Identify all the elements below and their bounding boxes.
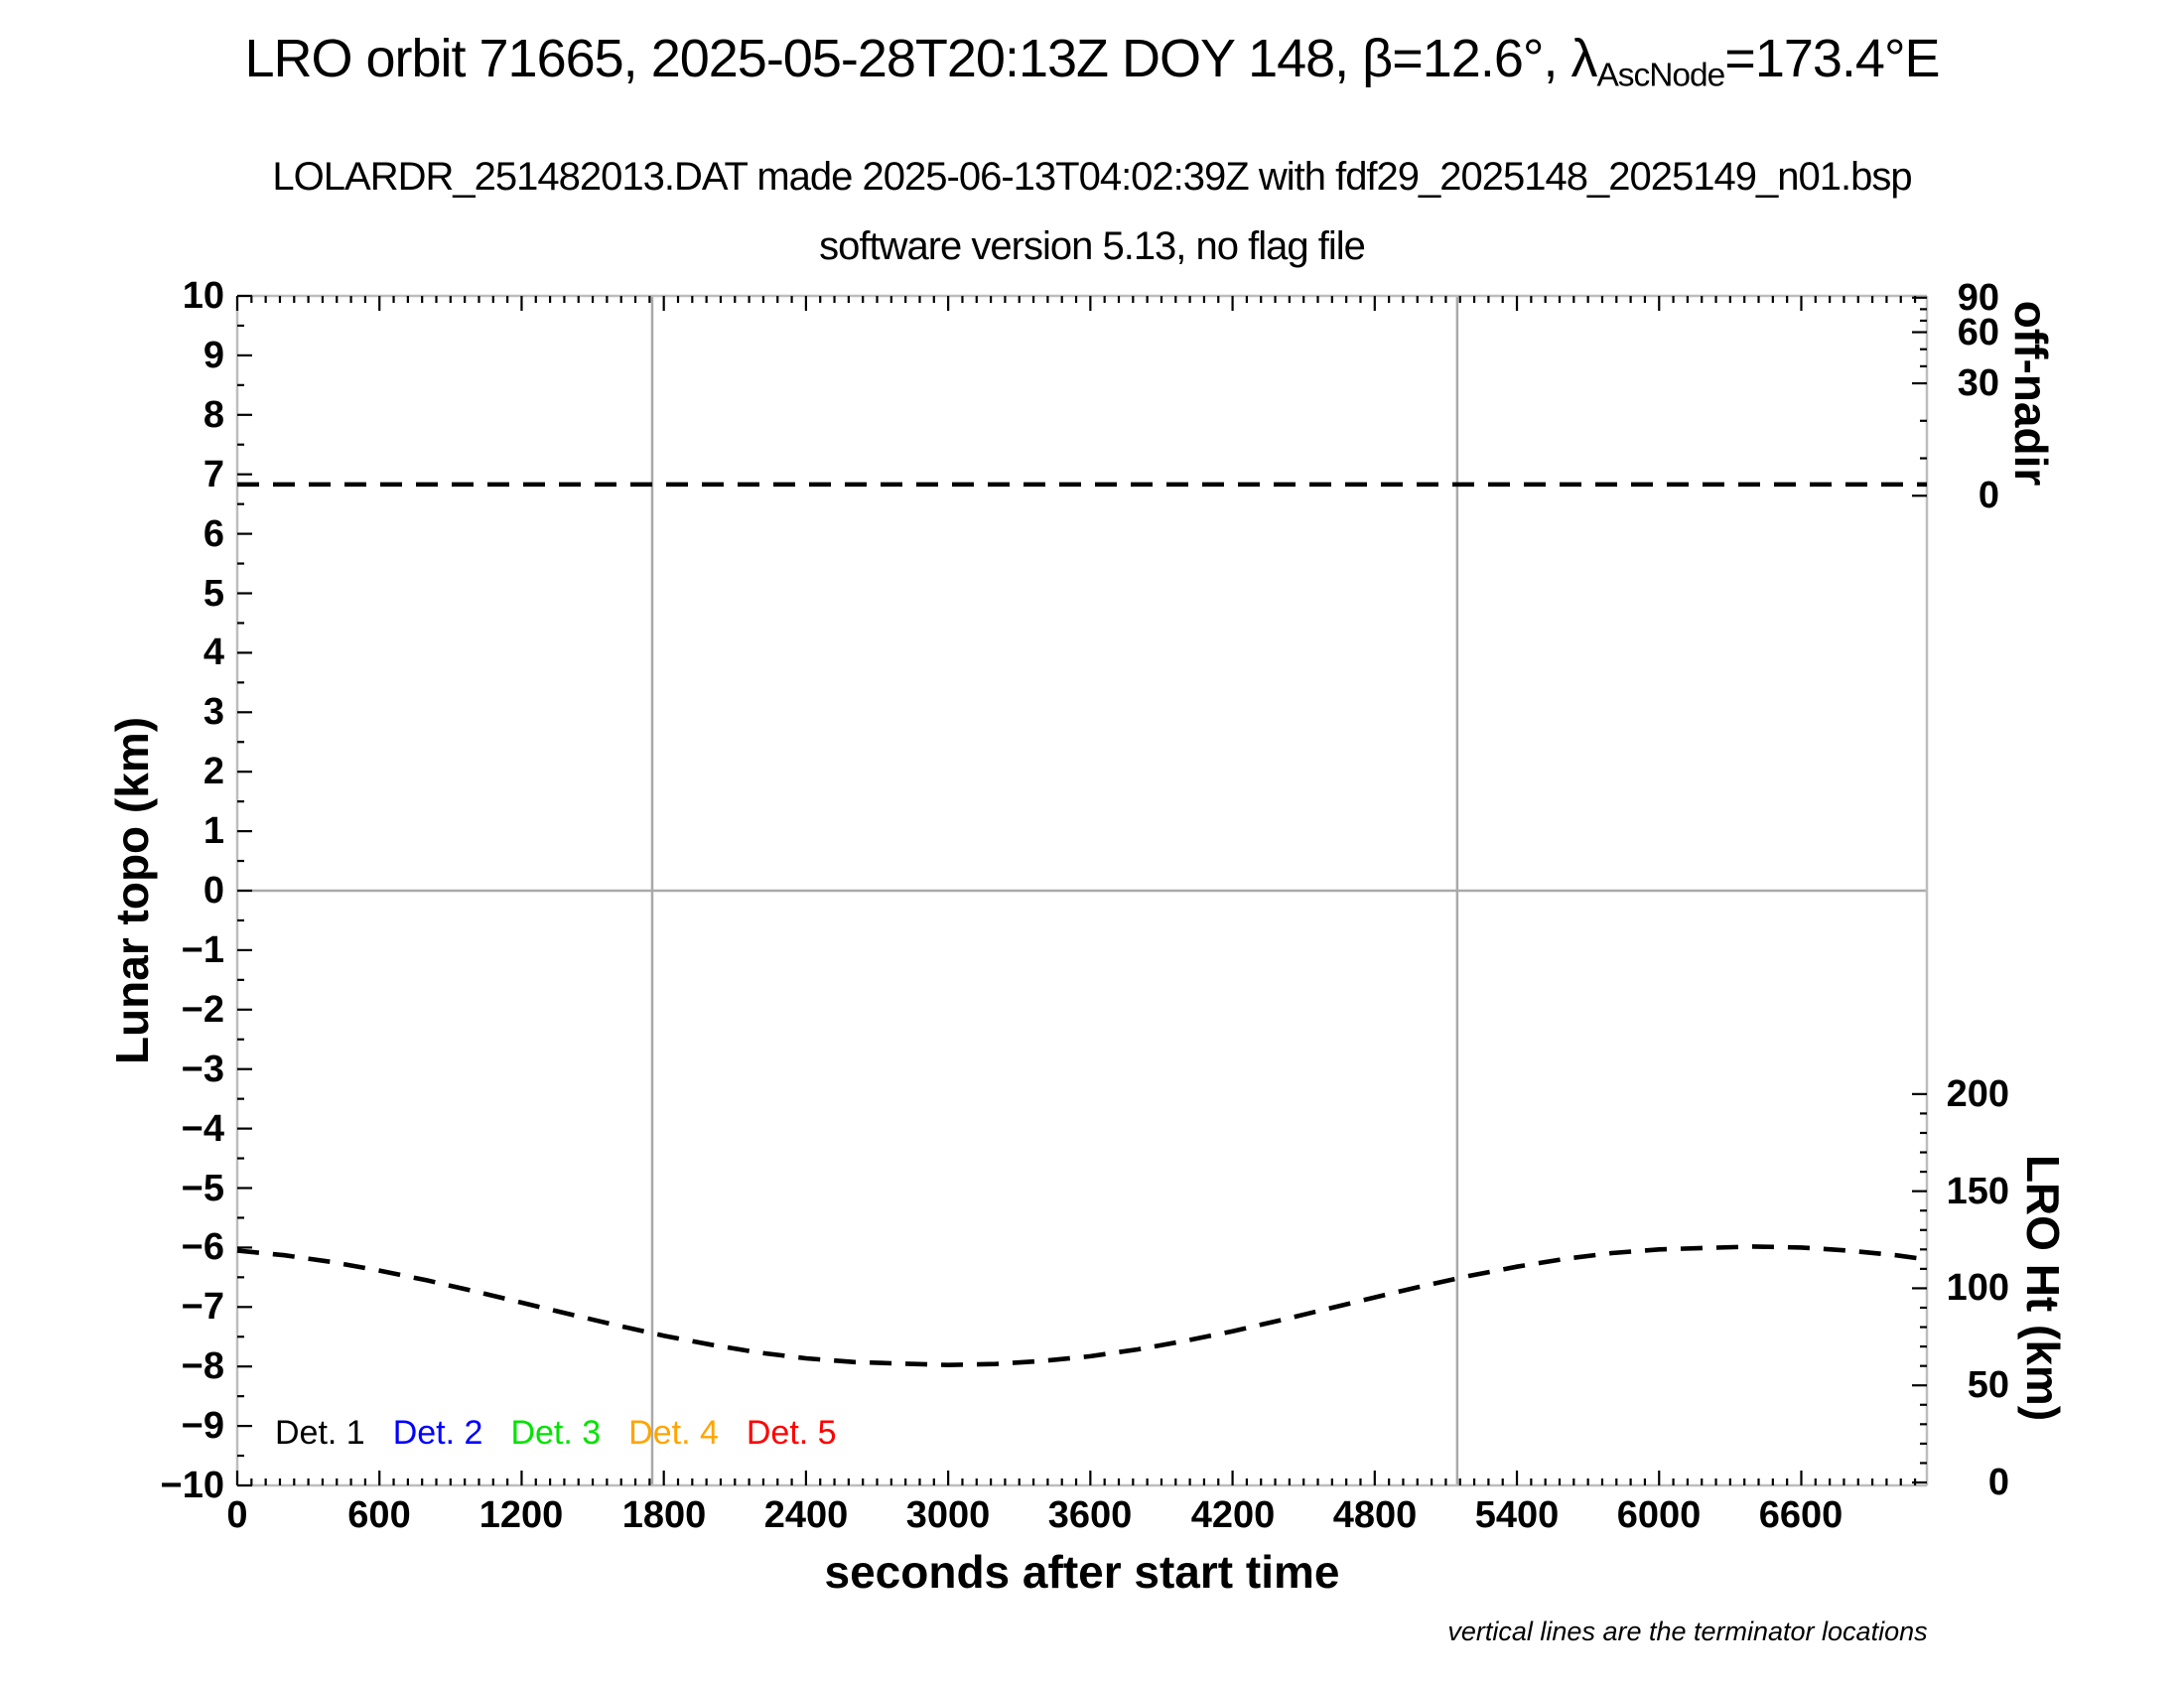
y-left-tick-label: 2 (203, 751, 224, 792)
y-left-tick-label: 4 (203, 632, 224, 673)
legend-item-det-3: Det. 3 (510, 1414, 602, 1452)
y-left-tick-label: −6 (181, 1226, 224, 1268)
plot-title-suffix: =173.4°E (1724, 29, 1940, 88)
x-tick-label: 6600 (1758, 1494, 1843, 1536)
plot-title-subscript: AscNode (1596, 57, 1725, 94)
y-right-top-axis-label: off-nadir (2005, 300, 2057, 487)
x-tick-label: 1200 (478, 1494, 564, 1536)
y-left-tick-label: 3 (203, 691, 224, 733)
y-left-tick-label: −5 (181, 1168, 224, 1209)
x-tick-label: 2400 (763, 1494, 849, 1536)
y-left-tick-label: 8 (203, 394, 224, 436)
lro-ht-tick-label: 200 (1946, 1073, 2009, 1115)
y-left-tick-label: 6 (203, 513, 224, 555)
y-left-tick-label: 1 (203, 810, 224, 852)
detector-legend: Det. 1 Det. 2 Det. 3 Det. 4 Det. 5 (275, 1414, 837, 1452)
y-left-tick-label: −8 (181, 1345, 224, 1387)
y-left-tick-label: 5 (203, 573, 224, 615)
y-left-tick-label: 0 (203, 870, 224, 912)
lro-ht-tick-label: 50 (1967, 1364, 2009, 1406)
x-tick-label: 3000 (905, 1494, 991, 1536)
y-left-tick-label: 7 (203, 454, 224, 495)
subtitle-software-version: software version 5.13, no flag file (819, 224, 1366, 268)
lro-ht-tick-label: 100 (1946, 1267, 2009, 1309)
x-tick-label: 4800 (1332, 1494, 1418, 1536)
x-tick-label: 3600 (1047, 1494, 1133, 1536)
plot-title-main: LRO orbit 71665, 2025-05-28T20:13Z DOY 1… (244, 29, 1597, 88)
off-nadir-tick-label: 30 (1957, 362, 1999, 404)
y-left-tick-label: −9 (181, 1405, 224, 1447)
legend-item-det-5: Det. 5 (746, 1414, 837, 1452)
lro-height-curve (236, 1244, 1928, 1368)
y-left-axis-label: Lunar topo (km) (106, 716, 158, 1065)
y-left-tick-label: 9 (203, 335, 224, 376)
x-tick-label: 5400 (1474, 1494, 1560, 1536)
x-tick-label: 1800 (621, 1494, 707, 1536)
y-left-tick-label: 10 (182, 275, 224, 317)
y-left-tick-label: −1 (181, 929, 224, 971)
lro-ht-tick-label: 0 (1987, 1462, 2009, 1503)
legend-item-det-1: Det. 1 (275, 1414, 365, 1452)
x-tick-label: 600 (347, 1494, 411, 1536)
x-axis-label: seconds after start time (824, 1546, 1340, 1598)
subtitle-data-file: LOLARDR_251482013.DAT made 2025-06-13T04… (272, 155, 1912, 199)
y-left-tick-label: −4 (181, 1108, 224, 1150)
legend-item-det-4: Det. 4 (628, 1414, 719, 1452)
y-left-tick-label: −10 (160, 1465, 224, 1506)
terminator-footnote: vertical lines are the terminator locati… (1447, 1617, 1928, 1646)
y-left-tick-label: −7 (181, 1286, 224, 1328)
x-tick-label: 0 (226, 1494, 248, 1536)
y-left-tick-label: −2 (181, 989, 224, 1031)
plot-title: LRO orbit 71665, 2025-05-28T20:13Z DOY 1… (0, 28, 2184, 94)
legend-item-det-2: Det. 2 (392, 1414, 483, 1452)
lro-ht-tick-label: 150 (1946, 1171, 2009, 1212)
x-tick-label: 4200 (1190, 1494, 1276, 1536)
off-nadir-tick-label: 0 (1978, 475, 1999, 516)
off-nadir-tick-label: 60 (1957, 312, 1999, 353)
y-right-bottom-axis-label: LRO Ht (km) (2017, 1154, 2069, 1422)
x-tick-label: 6000 (1616, 1494, 1702, 1536)
off-nadir-tick-label: 90 (1957, 277, 1999, 319)
y-left-tick-label: −3 (181, 1049, 224, 1090)
